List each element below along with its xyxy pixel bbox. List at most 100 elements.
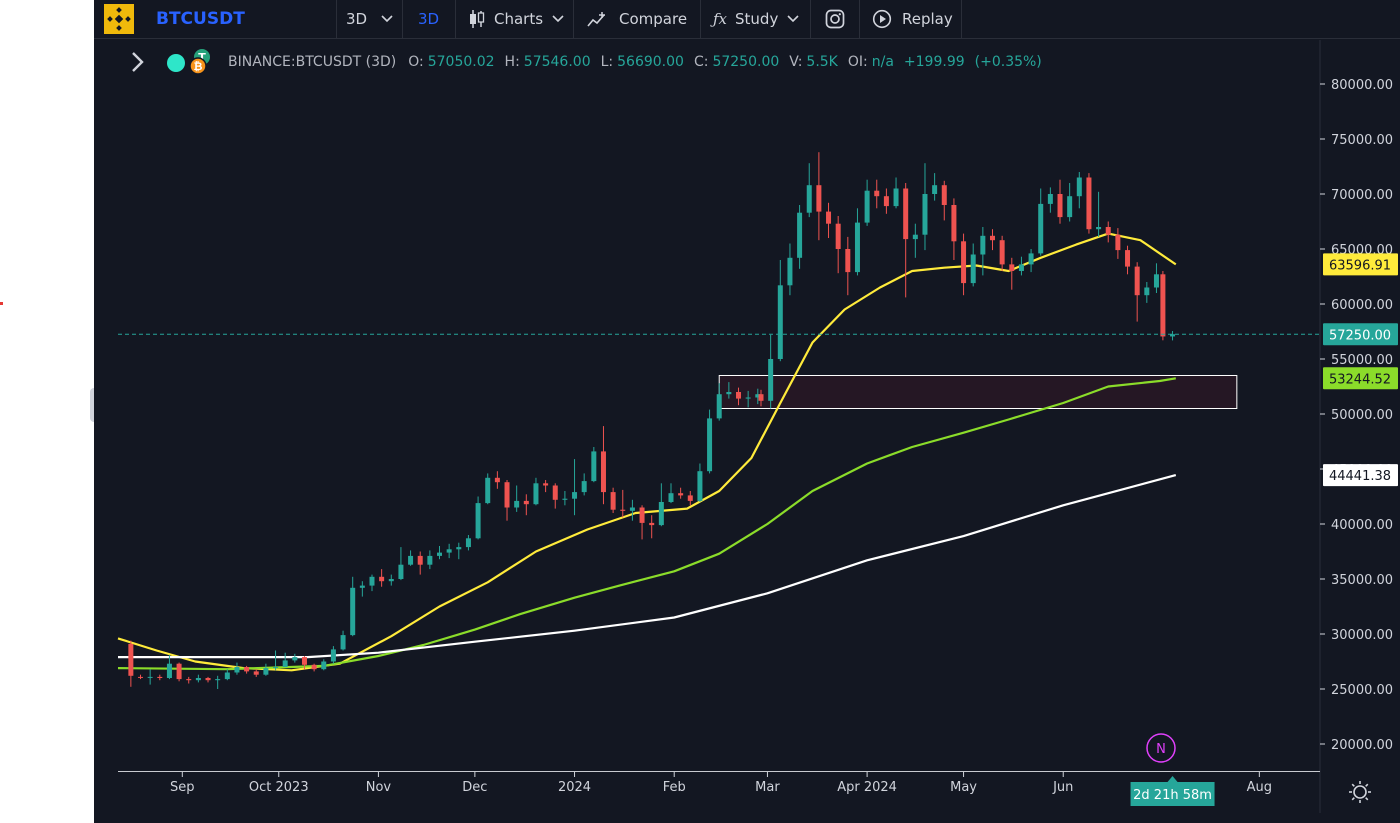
candle-down bbox=[1057, 179, 1063, 224]
legend-high-value: 57546.00 bbox=[523, 54, 591, 70]
candle-down bbox=[941, 180, 947, 221]
candle-body bbox=[707, 418, 713, 472]
candle-up bbox=[629, 499, 635, 521]
candle-body bbox=[687, 495, 693, 501]
candle-body bbox=[668, 493, 674, 502]
candle-body bbox=[768, 359, 774, 401]
candle-up bbox=[388, 574, 394, 586]
charts-button[interactable]: Charts bbox=[468, 0, 564, 38]
top-toolbar: BTCUSDT 3D 3D Charts Compare ƒx Study bbox=[94, 0, 1400, 39]
candle-up bbox=[437, 546, 443, 560]
candle-up bbox=[321, 659, 327, 671]
news-marker[interactable]: N bbox=[1146, 733, 1176, 763]
candle-down bbox=[1115, 228, 1121, 259]
candle-body bbox=[1067, 196, 1073, 218]
exchange-logo bbox=[104, 0, 134, 38]
y-tick-label: 40000.00 bbox=[1331, 518, 1393, 533]
symbol-name[interactable]: BTCUSDT bbox=[156, 9, 245, 29]
candle-body bbox=[533, 483, 539, 505]
compare-button[interactable]: Compare bbox=[587, 0, 687, 38]
countdown-pointer bbox=[1167, 776, 1178, 782]
candle-body bbox=[649, 522, 655, 526]
candle-up bbox=[581, 473, 587, 496]
candle-body bbox=[658, 502, 664, 526]
candle-body bbox=[253, 671, 259, 675]
candle-body bbox=[398, 564, 404, 579]
candle-down bbox=[253, 669, 259, 677]
legend-bar: T ₿ BINANCE:BTCUSDT (3D) O: 57050.02 H: … bbox=[94, 40, 1052, 84]
price-axis[interactable]: 20000.00 25000.00 30000.00 35000.00 40000.00… bbox=[1320, 78, 1393, 753]
candle-body bbox=[494, 477, 500, 483]
candle-body bbox=[806, 185, 812, 213]
candle-body bbox=[874, 190, 880, 197]
x-tick-label: Mar bbox=[755, 780, 780, 795]
legend-open-value: 57050.02 bbox=[427, 54, 495, 70]
candle-body bbox=[552, 485, 558, 500]
candle-body bbox=[1028, 253, 1034, 265]
candle-up bbox=[854, 208, 860, 276]
compare-label: Compare bbox=[619, 10, 688, 28]
candle-body bbox=[427, 555, 433, 565]
candle-body bbox=[932, 185, 938, 194]
candle-down bbox=[543, 480, 549, 493]
interval-dropdown[interactable]: 3D bbox=[346, 0, 393, 38]
candle-body bbox=[980, 235, 986, 255]
candle-body bbox=[797, 212, 803, 258]
instagram-button[interactable] bbox=[825, 0, 845, 38]
candle-body bbox=[417, 555, 423, 565]
candle-down bbox=[610, 487, 616, 513]
candle-up bbox=[591, 447, 597, 483]
candle-down bbox=[301, 656, 307, 670]
interval-active-button[interactable]: 3D bbox=[418, 10, 440, 28]
candle-up bbox=[359, 581, 365, 597]
candle-down bbox=[835, 216, 841, 274]
candle-up bbox=[292, 653, 298, 663]
candle-body bbox=[591, 451, 597, 482]
legend-close-value: 57250.00 bbox=[712, 54, 780, 70]
candle-down bbox=[736, 387, 742, 406]
replay-icon bbox=[872, 9, 892, 29]
candle-body bbox=[787, 257, 793, 286]
y-tick-label: 75000.00 bbox=[1331, 133, 1393, 148]
candle-body bbox=[1076, 177, 1082, 197]
indicator-price-tag bbox=[1323, 367, 1398, 390]
divider bbox=[455, 0, 456, 38]
x-tick-label: Feb bbox=[663, 780, 686, 795]
indicator-price-tag-text: 53244.52 bbox=[1329, 372, 1391, 387]
candle-body bbox=[736, 392, 742, 399]
divider bbox=[961, 0, 962, 38]
chevron-down-icon bbox=[552, 15, 564, 23]
candle-body bbox=[215, 679, 221, 681]
candle-up bbox=[340, 630, 346, 651]
chevron-right-icon[interactable] bbox=[130, 51, 146, 73]
candle-body bbox=[854, 222, 860, 273]
candle-down bbox=[379, 569, 385, 587]
x-tick-label: Oct 2023 bbox=[249, 780, 309, 795]
candle-body bbox=[273, 667, 279, 669]
time-axis[interactable]: Sep Oct 2023 Nov Dec 2024 Feb Mar Apr 2024 May Ju… bbox=[170, 772, 1272, 795]
news-icon[interactable] bbox=[1146, 733, 1176, 763]
candle-up bbox=[195, 674, 201, 683]
indicator-price-tag-text: 63596.91 bbox=[1329, 258, 1391, 273]
candle-body bbox=[147, 676, 153, 678]
candle-body bbox=[340, 635, 346, 650]
candle-up bbox=[755, 388, 761, 405]
divider bbox=[810, 0, 811, 38]
candle-up bbox=[787, 243, 793, 296]
candle-down bbox=[176, 662, 182, 682]
price-chart[interactable]: 20000.00 25000.00 30000.00 35000.00 40000.00… bbox=[94, 0, 1400, 823]
candle-body bbox=[359, 585, 365, 588]
candle-up bbox=[1144, 282, 1150, 303]
candle-up bbox=[562, 491, 568, 506]
candle-up bbox=[475, 496, 481, 540]
study-button[interactable]: ƒx Study bbox=[713, 0, 799, 38]
indicator-price-tag bbox=[1323, 464, 1398, 487]
settings-button[interactable] bbox=[1349, 781, 1371, 803]
countdown-badge bbox=[1130, 782, 1215, 806]
candle-up bbox=[726, 382, 732, 399]
gear-icon[interactable] bbox=[1353, 785, 1367, 799]
replay-button[interactable]: Replay bbox=[872, 0, 953, 38]
compare-icon bbox=[587, 12, 605, 27]
candle-down bbox=[678, 487, 684, 499]
candle-down bbox=[639, 505, 645, 540]
